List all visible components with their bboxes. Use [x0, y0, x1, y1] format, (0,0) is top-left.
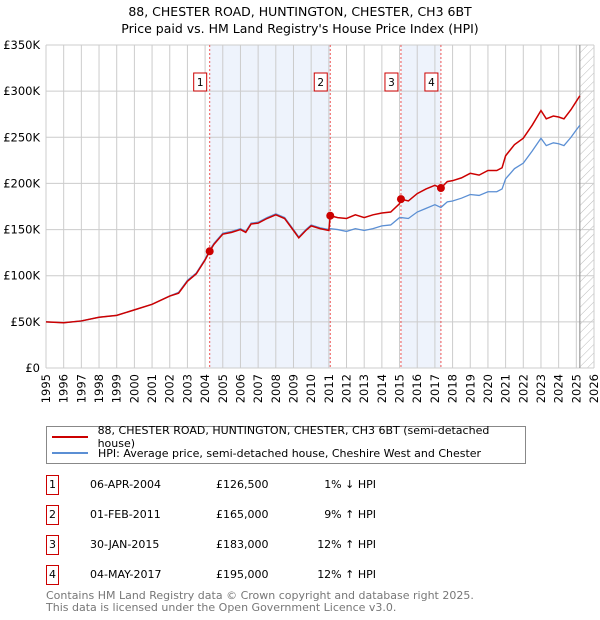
- y-tick-label: £250K: [3, 130, 40, 144]
- legend-label: HPI: Average price, semi-detached house,…: [98, 446, 482, 460]
- sale-label-box: [384, 72, 399, 92]
- x-tick-label: 2011: [322, 374, 336, 403]
- x-tick-label: 2007: [251, 374, 265, 403]
- sale-point: [396, 195, 405, 204]
- x-tick-label: 2023: [534, 374, 548, 403]
- x-tick-label: 2000: [127, 374, 141, 403]
- legend-item-property: 88, CHESTER ROAD, HUNTINGTON, CHESTER, C…: [52, 424, 525, 450]
- x-tick-label: 1999: [110, 374, 124, 403]
- sale-price: £165,000: [216, 508, 269, 521]
- y-tick-label: £350K: [3, 38, 40, 52]
- shaded-period: [400, 45, 441, 368]
- chart-title: 88, CHESTER ROAD, HUNTINGTON, CHESTER, C…: [128, 4, 472, 19]
- x-tick-label: 2019: [463, 374, 477, 403]
- x-tick-label: 2024: [552, 374, 566, 403]
- x-tick-label: 2001: [145, 374, 159, 403]
- x-tick-label: 1996: [57, 374, 71, 403]
- x-tick-label: 2020: [481, 374, 495, 403]
- x-tick-label: 2014: [375, 374, 389, 403]
- sale-date: 30-JAN-2015: [90, 538, 160, 551]
- red-line-swatch: [52, 436, 88, 438]
- sale-point: [326, 211, 335, 220]
- x-tick-label: 2010: [304, 374, 318, 403]
- forecast-hatch: [579, 45, 594, 368]
- sale-label: 1: [197, 77, 204, 89]
- sale-point: [205, 247, 214, 256]
- chart-subtitle: Price paid vs. HM Land Registry's House …: [121, 21, 479, 36]
- sale-price: £126,500: [216, 478, 269, 491]
- legend-label: 88, CHESTER ROAD, HUNTINGTON, CHESTER, C…: [97, 424, 490, 450]
- x-tick-label: 2018: [446, 374, 460, 403]
- x-tick-label: 2008: [269, 374, 283, 403]
- legend: 88, CHESTER ROAD, HUNTINGTON, CHESTER, C…: [46, 424, 526, 464]
- sale-label-box: [424, 72, 439, 92]
- footer-copyright: Contains HM Land Registry data © Crown c…: [46, 589, 474, 602]
- sale-hpi-diff: 9% ↑ HPI: [324, 508, 376, 521]
- sale-date: 04-MAY-2017: [90, 568, 162, 581]
- sale-row: 2 01-FEB-2011 £165,000 9% ↑ HPI: [46, 505, 600, 525]
- y-tick-label: £50K: [11, 315, 41, 329]
- sale-label: 2: [317, 77, 324, 89]
- y-tick-label: £0: [25, 361, 40, 375]
- x-tick-label: 2005: [216, 374, 230, 403]
- x-tick-label: 1998: [92, 374, 106, 403]
- x-tick-label: 2009: [286, 374, 300, 403]
- legend-item-hpi: HPI: Average price, semi-detached house,…: [52, 445, 481, 461]
- sale-label-box: [193, 72, 208, 92]
- x-tick-label: 2025: [569, 374, 583, 403]
- x-tick-label: 2002: [163, 374, 177, 403]
- x-tick-label: 2013: [357, 374, 371, 403]
- sale-price: £195,000: [216, 568, 269, 581]
- x-tick-label: 2004: [198, 374, 212, 403]
- sale-date: 06-APR-2004: [90, 478, 162, 491]
- property-price-line: [45, 95, 581, 324]
- x-tick-label: 2026: [587, 374, 600, 403]
- blue-line-swatch: [52, 452, 88, 454]
- sale-number-badge: 4: [46, 565, 59, 585]
- sale-label: 4: [428, 77, 435, 89]
- sale-price: £183,000: [216, 538, 269, 551]
- x-tick-label: 2012: [340, 374, 354, 403]
- sale-label: 3: [388, 77, 395, 89]
- sale-number-badge: 2: [46, 505, 59, 525]
- x-tick-label: 2003: [180, 374, 194, 403]
- sale-hpi-diff: 12% ↑ HPI: [317, 538, 376, 551]
- x-tick-label: 2022: [516, 374, 530, 403]
- sale-point: [436, 184, 445, 193]
- sale-date: 01-FEB-2011: [90, 508, 161, 521]
- x-tick-label: 1997: [74, 374, 88, 403]
- sale-hpi-diff: 1% ↓ HPI: [324, 478, 376, 491]
- sale-label-box: [313, 72, 328, 92]
- y-tick-label: £100K: [3, 269, 40, 283]
- x-tick-label: 2021: [499, 374, 513, 403]
- footer-licence: This data is licensed under the Open Gov…: [46, 601, 397, 614]
- x-tick-label: 2017: [428, 374, 442, 403]
- x-tick-label: 1995: [39, 374, 53, 403]
- sale-number-badge: 3: [46, 535, 59, 555]
- y-tick-label: £300K: [3, 84, 40, 98]
- x-tick-label: 2006: [233, 374, 247, 403]
- x-tick-label: 2016: [410, 374, 424, 403]
- sale-row: 1 06-APR-2004 £126,500 1% ↓ HPI: [46, 475, 600, 495]
- y-tick-label: £200K: [3, 176, 40, 190]
- x-tick-label: 2015: [393, 374, 407, 403]
- sale-row: 3 30-JAN-2015 £183,000 12% ↑ HPI: [46, 535, 600, 555]
- sale-hpi-diff: 12% ↑ HPI: [317, 568, 376, 581]
- sale-number-badge: 1: [46, 475, 59, 495]
- price-chart: 1995 1996 1997 1998 1999 2000 2001 2002 2003 2004…: [3, 38, 600, 403]
- shaded-period: [209, 45, 331, 368]
- sale-row: 4 04-MAY-2017 £195,000 12% ↑ HPI: [46, 565, 600, 585]
- y-tick-label: £150K: [3, 223, 40, 237]
